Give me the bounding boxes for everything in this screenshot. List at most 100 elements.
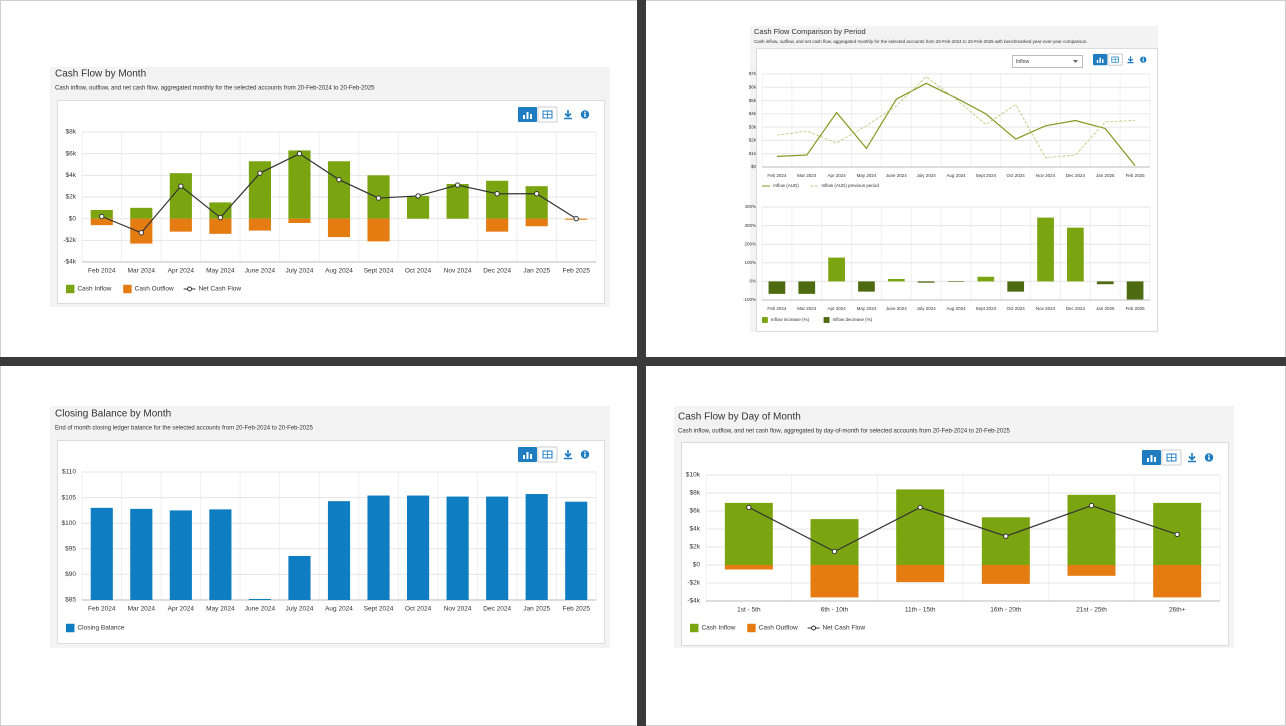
line-marker — [375, 195, 382, 201]
bar — [525, 218, 548, 227]
dropdown-arrow[interactable] — [1073, 60, 1078, 63]
y-tick-label: $0 — [69, 215, 77, 222]
chart-subtitle: Cash inflow, outflow, and net cash flow,… — [678, 429, 1011, 435]
x-tick-label: Jan 2025 — [523, 606, 550, 613]
x-tick-label: June 2024 — [245, 606, 276, 613]
info-icon[interactable] — [584, 453, 586, 458]
download-button[interactable] — [1127, 56, 1134, 64]
bar — [810, 519, 859, 565]
y-tick-label: $7k — [749, 71, 757, 76]
y-tick-label: $0 — [751, 164, 757, 169]
chart-view-icon[interactable] — [526, 112, 529, 119]
chart-view-icon[interactable] — [1096, 60, 1099, 63]
x-tick-label: Dec 2024 — [483, 606, 511, 613]
y-tick-label: $110 — [62, 469, 76, 476]
table-view-icon[interactable] — [1111, 57, 1119, 63]
x-tick-label: Feb 2025 — [1126, 306, 1146, 311]
line-marker — [257, 170, 263, 176]
line — [776, 82, 1136, 167]
y-tick-label: -$2k — [687, 580, 700, 587]
x-tick-label: June 2024 — [886, 173, 908, 178]
dropdown[interactable]: Inflow — [1012, 55, 1083, 68]
bar — [1153, 565, 1202, 598]
chart-view-icon[interactable] — [523, 115, 525, 119]
legend-label: Net Cash Flow — [198, 286, 241, 293]
y-tick-label: 0% — [749, 279, 756, 284]
info-icon[interactable] — [1142, 57, 1144, 59]
chart-view-icon[interactable] — [530, 454, 532, 459]
line-marker — [99, 213, 105, 220]
x-tick-label: Feb 2024 — [767, 306, 787, 311]
bar — [130, 508, 153, 600]
legend-label: Cash Inflow — [701, 625, 735, 632]
legend-swatch — [762, 317, 768, 323]
x-tick-label: July 2024 — [286, 606, 314, 613]
x-tick-label: Feb 2024 — [767, 173, 787, 178]
info-icon[interactable] — [1208, 454, 1210, 457]
legend-label: Closing Balance — [77, 625, 124, 632]
info-icon[interactable] — [584, 113, 586, 118]
legend-swatch — [123, 284, 132, 294]
x-tick-label: Aug 2024 — [946, 306, 966, 311]
bar — [209, 202, 232, 219]
bar — [327, 218, 351, 238]
bar — [327, 501, 351, 600]
dropdown-box[interactable] — [1012, 55, 1083, 68]
x-tick-label: Oct 2024 — [405, 606, 432, 613]
y-tick-label: $1k — [749, 151, 757, 156]
bar — [248, 218, 271, 231]
bar — [828, 257, 845, 282]
chart-view-icon[interactable] — [1147, 458, 1149, 462]
bar — [130, 207, 153, 219]
y-tick-label: $100 — [62, 520, 77, 527]
legend-label: Inflow (AUD) previous period — [821, 183, 879, 188]
x-tick-label: 21st - 25th — [1076, 607, 1107, 614]
chart-view-icon[interactable] — [1154, 457, 1156, 462]
chart-view-icon[interactable] — [1102, 59, 1104, 63]
bar — [977, 276, 995, 282]
x-tick-label: Sept 2024 — [364, 606, 394, 613]
y-tick-label: $2k — [690, 544, 701, 551]
chart-view-icon[interactable] — [1150, 455, 1153, 462]
x-tick-label: May 2024 — [206, 268, 235, 275]
legend-swatch — [66, 284, 75, 294]
y-tick-label: $10k — [686, 472, 701, 479]
y-tick-label: $2k — [66, 194, 77, 201]
legend-swatch — [690, 623, 699, 633]
bar — [248, 598, 271, 600]
x-tick-label: Aug 2024 — [946, 173, 966, 178]
y-tick-label: $95 — [65, 546, 76, 553]
download-button[interactable] — [564, 110, 572, 120]
chart-view-icon[interactable] — [523, 455, 525, 459]
table-view-icon[interactable] — [543, 451, 552, 458]
info-icon[interactable] — [584, 451, 586, 454]
y-tick-label: $90 — [65, 571, 76, 578]
bar — [90, 507, 113, 600]
info-icon[interactable] — [1142, 58, 1144, 62]
table-view-icon[interactable] — [543, 111, 552, 118]
line — [748, 504, 1178, 553]
chart-view-icon[interactable] — [530, 114, 532, 119]
x-tick-label: Mar 2024 — [128, 606, 156, 613]
bar — [209, 509, 232, 600]
chart-view-icon[interactable] — [526, 452, 529, 459]
bar — [169, 510, 192, 600]
chart-title: Cash Flow by Day of Month — [678, 412, 801, 423]
chart-view-icon[interactable] — [1099, 57, 1101, 63]
chart-subtitle: Cash inflow, outflow, and net cash flow,… — [55, 86, 375, 92]
info-icon[interactable] — [584, 111, 586, 113]
bar — [407, 495, 430, 600]
bar — [1037, 217, 1054, 282]
table-view-icon[interactable] — [1167, 454, 1176, 461]
dropdown-value[interactable]: Inflow — [1016, 59, 1029, 65]
download-button[interactable] — [564, 450, 572, 460]
download-button[interactable] — [1188, 453, 1196, 463]
x-tick-label: Oct 2024 — [1007, 173, 1026, 178]
x-tick-label: Feb 2025 — [562, 268, 590, 275]
x-tick-label: Mar 2024 — [128, 268, 156, 275]
x-tick-label: June 2024 — [245, 268, 276, 275]
chart-title: Closing Balance by Month — [55, 409, 171, 420]
y-tick-label: $85 — [65, 597, 76, 604]
info-icon[interactable] — [1208, 456, 1210, 461]
line-marker — [1174, 531, 1180, 538]
